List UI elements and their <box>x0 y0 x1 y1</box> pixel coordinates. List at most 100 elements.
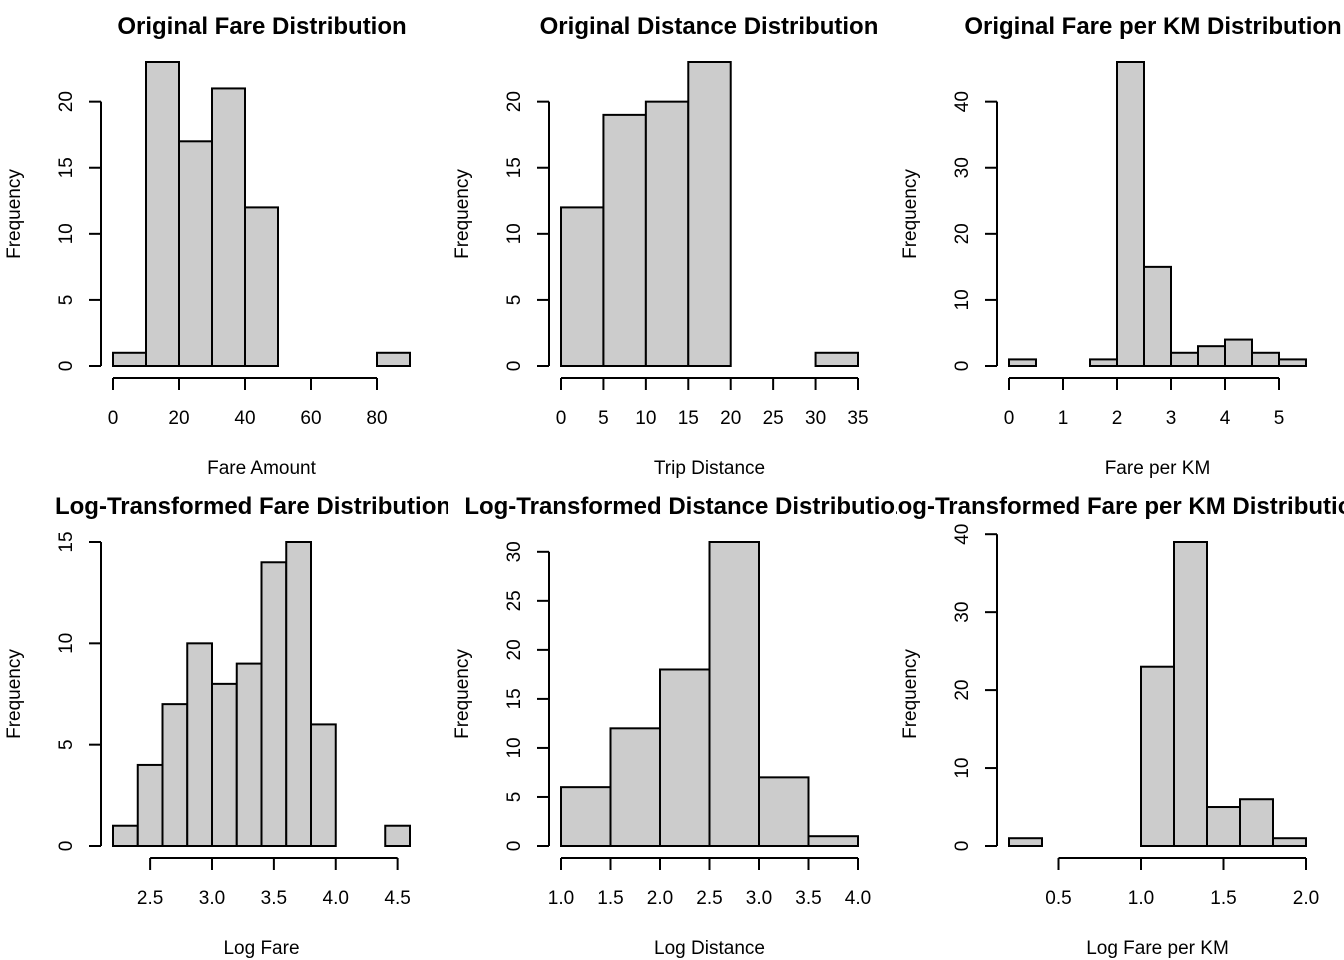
y-tick-label: 15 <box>504 688 525 709</box>
histogram-panel-2: 0 5 10 15 20 25 30 35 0 5 10 15 20 Original Distance … <box>452 13 878 479</box>
y-tick-label: 30 <box>504 541 525 562</box>
y-tick-label: 30 <box>952 157 973 178</box>
histogram-bar <box>1278 358 1307 367</box>
y-tick-label: 5 <box>504 792 525 803</box>
x-tick-label: 2 <box>1112 408 1123 429</box>
histogram-bar <box>1251 351 1280 368</box>
histogram-panel-4: 2.5 3.0 3.5 4.0 4.5 0 5 10 15 Log-Transformed Far… <box>4 493 448 959</box>
x-tick-label: 35 <box>847 408 868 429</box>
y-axis-label: Frequency <box>452 169 473 259</box>
x-tick-label: 3.0 <box>746 888 772 909</box>
x-tick-label: 25 <box>763 408 784 429</box>
x-tick-label: 2.5 <box>137 888 163 909</box>
x-tick-label: 2.0 <box>647 888 673 909</box>
histogram-bar <box>161 703 189 848</box>
histogram-bar <box>112 824 139 848</box>
histogram-bar <box>687 61 732 367</box>
x-tick-label: 10 <box>635 408 656 429</box>
histogram-bar <box>235 662 263 847</box>
histogram-panel-5: 1.0 1.5 2.0 2.5 3.0 3.5 4.0 0 5 10 15 20 25 30 Log-Tra… <box>452 493 909 959</box>
chart-title: Original Distance Distribution <box>540 13 879 40</box>
histogram-bar <box>376 351 411 368</box>
histogram-bar <box>609 727 661 847</box>
x-axis-label: Log Fare <box>223 938 299 959</box>
x-tick-label: 1.5 <box>1210 888 1236 909</box>
x-tick-label: 3 <box>1166 408 1177 429</box>
y-tick-label: 10 <box>504 223 525 244</box>
histogram-bar <box>1140 665 1175 848</box>
y-tick-label: 20 <box>504 639 525 660</box>
y-tick-label: 5 <box>504 295 525 306</box>
y-tick-label: 0 <box>504 841 525 852</box>
y-tick-label: 10 <box>56 223 77 244</box>
histogram-bar <box>1170 351 1199 368</box>
chart-title: Log-Transformed Distance Distribution <box>464 493 909 520</box>
y-tick-label: 15 <box>56 531 77 552</box>
x-tick-label: 4.0 <box>845 888 871 909</box>
x-axis-label: Fare per KM <box>1105 458 1211 479</box>
histogram-bar <box>136 763 164 848</box>
histogram-bar <box>384 824 411 848</box>
y-tick-label: 0 <box>952 361 973 372</box>
x-tick-label: 3.5 <box>261 888 287 909</box>
y-tick-label: 40 <box>952 524 973 545</box>
y-axis-label: Frequency <box>4 169 25 259</box>
y-tick-label: 20 <box>952 223 973 244</box>
y-axis-label: Frequency <box>4 649 25 739</box>
y-tick-label: 5 <box>56 295 77 306</box>
histogram-panel-1: 0 20 40 60 80 0 5 10 15 20 Original Fare Distribut… <box>4 13 411 479</box>
y-axis-label: Frequency <box>900 169 921 259</box>
histogram-bar <box>758 776 810 848</box>
x-tick-label: 0.5 <box>1045 888 1071 909</box>
histogram-bar <box>310 723 337 848</box>
x-tick-label: 0 <box>1004 408 1015 429</box>
histogram-bar <box>1206 806 1241 847</box>
histogram-bar <box>602 113 647 367</box>
histogram-panel-6: 0.5 1.0 1.5 2.0 0 10 20 30 40 Log-Transformed Far… <box>896 493 1344 959</box>
x-tick-label: 1 <box>1058 408 1069 429</box>
histogram-bar <box>1116 61 1145 367</box>
y-tick-label: 0 <box>504 361 525 372</box>
histogram-bar <box>807 835 859 847</box>
x-tick-label: 80 <box>366 408 387 429</box>
histogram-bar <box>1089 358 1118 367</box>
x-tick-label: 3.5 <box>795 888 821 909</box>
x-tick-label: 0 <box>556 408 567 429</box>
x-tick-label: 30 <box>805 408 826 429</box>
x-tick-label: 20 <box>168 408 189 429</box>
x-axis-label: Log Fare per KM <box>1086 938 1229 959</box>
x-tick-label: 1.0 <box>548 888 574 909</box>
histogram-bar <box>1008 837 1043 848</box>
x-tick-label: 4.5 <box>384 888 410 909</box>
histogram-bar <box>560 206 605 367</box>
y-tick-label: 0 <box>952 841 973 852</box>
chart-title: Original Fare per KM Distribution <box>964 13 1341 40</box>
y-tick-label: 0 <box>56 361 77 372</box>
y-tick-label: 10 <box>56 633 77 654</box>
histogram-bar <box>1224 338 1253 367</box>
histogram-bar <box>644 100 690 368</box>
x-tick-label: 0 <box>108 408 119 429</box>
histogram-bar <box>112 351 147 368</box>
histogram-bar <box>260 561 288 847</box>
histogram-bar <box>1008 358 1037 367</box>
y-tick-label: 10 <box>504 737 525 758</box>
x-tick-label: 15 <box>678 408 699 429</box>
x-axis-label: Log Distance <box>654 938 765 959</box>
y-tick-label: 5 <box>56 739 77 750</box>
x-tick-label: 3.0 <box>199 888 225 909</box>
y-tick-label: 20 <box>56 91 77 112</box>
x-tick-label: 1.0 <box>1128 888 1154 909</box>
histogram-bar <box>285 541 312 847</box>
histogram-bar <box>145 61 180 367</box>
y-tick-label: 30 <box>952 602 973 623</box>
histogram-bar <box>1272 837 1307 848</box>
histogram-bar <box>244 206 279 367</box>
y-tick-label: 20 <box>952 680 973 701</box>
y-tick-label: 40 <box>952 91 973 112</box>
x-tick-label: 4.0 <box>323 888 349 909</box>
x-tick-label: 2.5 <box>696 888 722 909</box>
x-axis-label: Fare Amount <box>207 458 316 479</box>
chart-title: Original Fare Distribution <box>117 13 406 40</box>
x-tick-label: 2.0 <box>1293 888 1319 909</box>
